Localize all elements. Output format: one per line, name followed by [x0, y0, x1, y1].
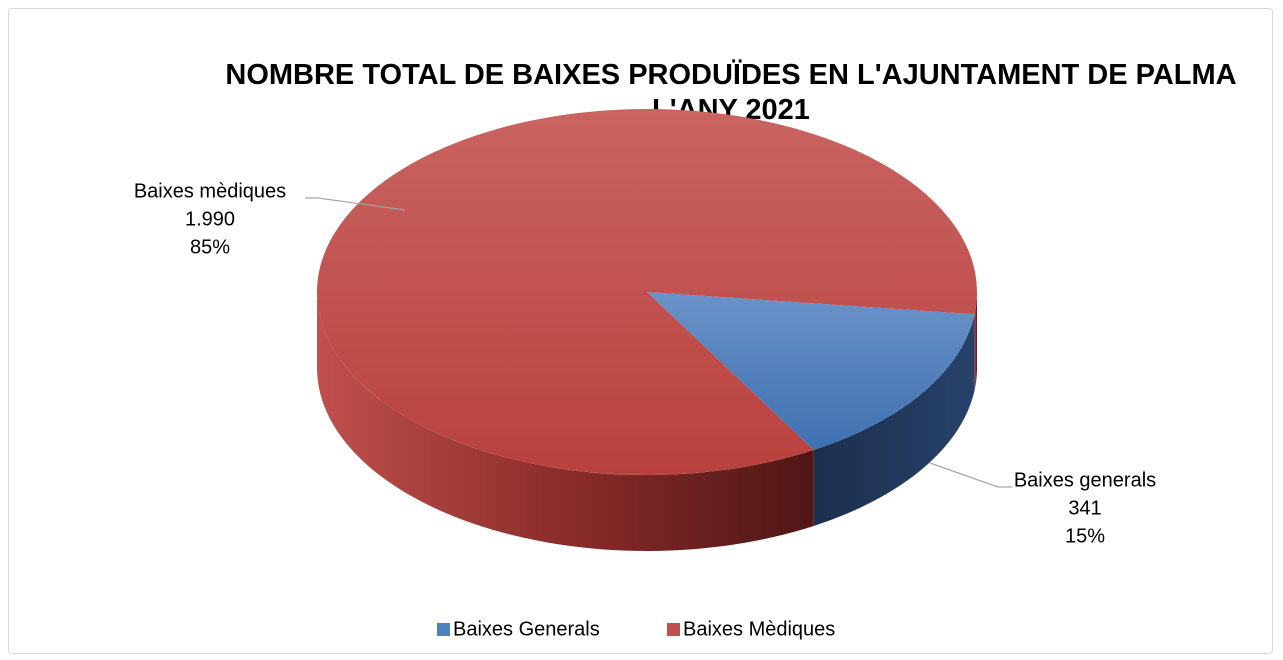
legend-label: Baixes Mèdiques: [683, 618, 835, 640]
legend-swatch: [667, 623, 680, 636]
data-label-value: 341: [1068, 497, 1101, 519]
slice-side: [317, 292, 814, 551]
data-label-percent: 15%: [1065, 525, 1105, 547]
leader-line: [929, 462, 1012, 488]
data-label-value: 1.990: [185, 208, 235, 230]
slice: [317, 108, 977, 475]
data-label-name: Baixes generals: [1014, 469, 1156, 491]
slice-side: [974, 292, 977, 391]
data-label-percent: 85%: [190, 236, 230, 258]
data-label-name: Baixes mèdiques: [134, 180, 286, 202]
slice: [647, 292, 975, 450]
slice-side: [813, 314, 975, 526]
chart-frame: [8, 8, 1273, 654]
leader-line: [305, 197, 406, 211]
legend-swatch: [437, 623, 450, 636]
legend-label: Baixes Generals: [453, 618, 600, 640]
